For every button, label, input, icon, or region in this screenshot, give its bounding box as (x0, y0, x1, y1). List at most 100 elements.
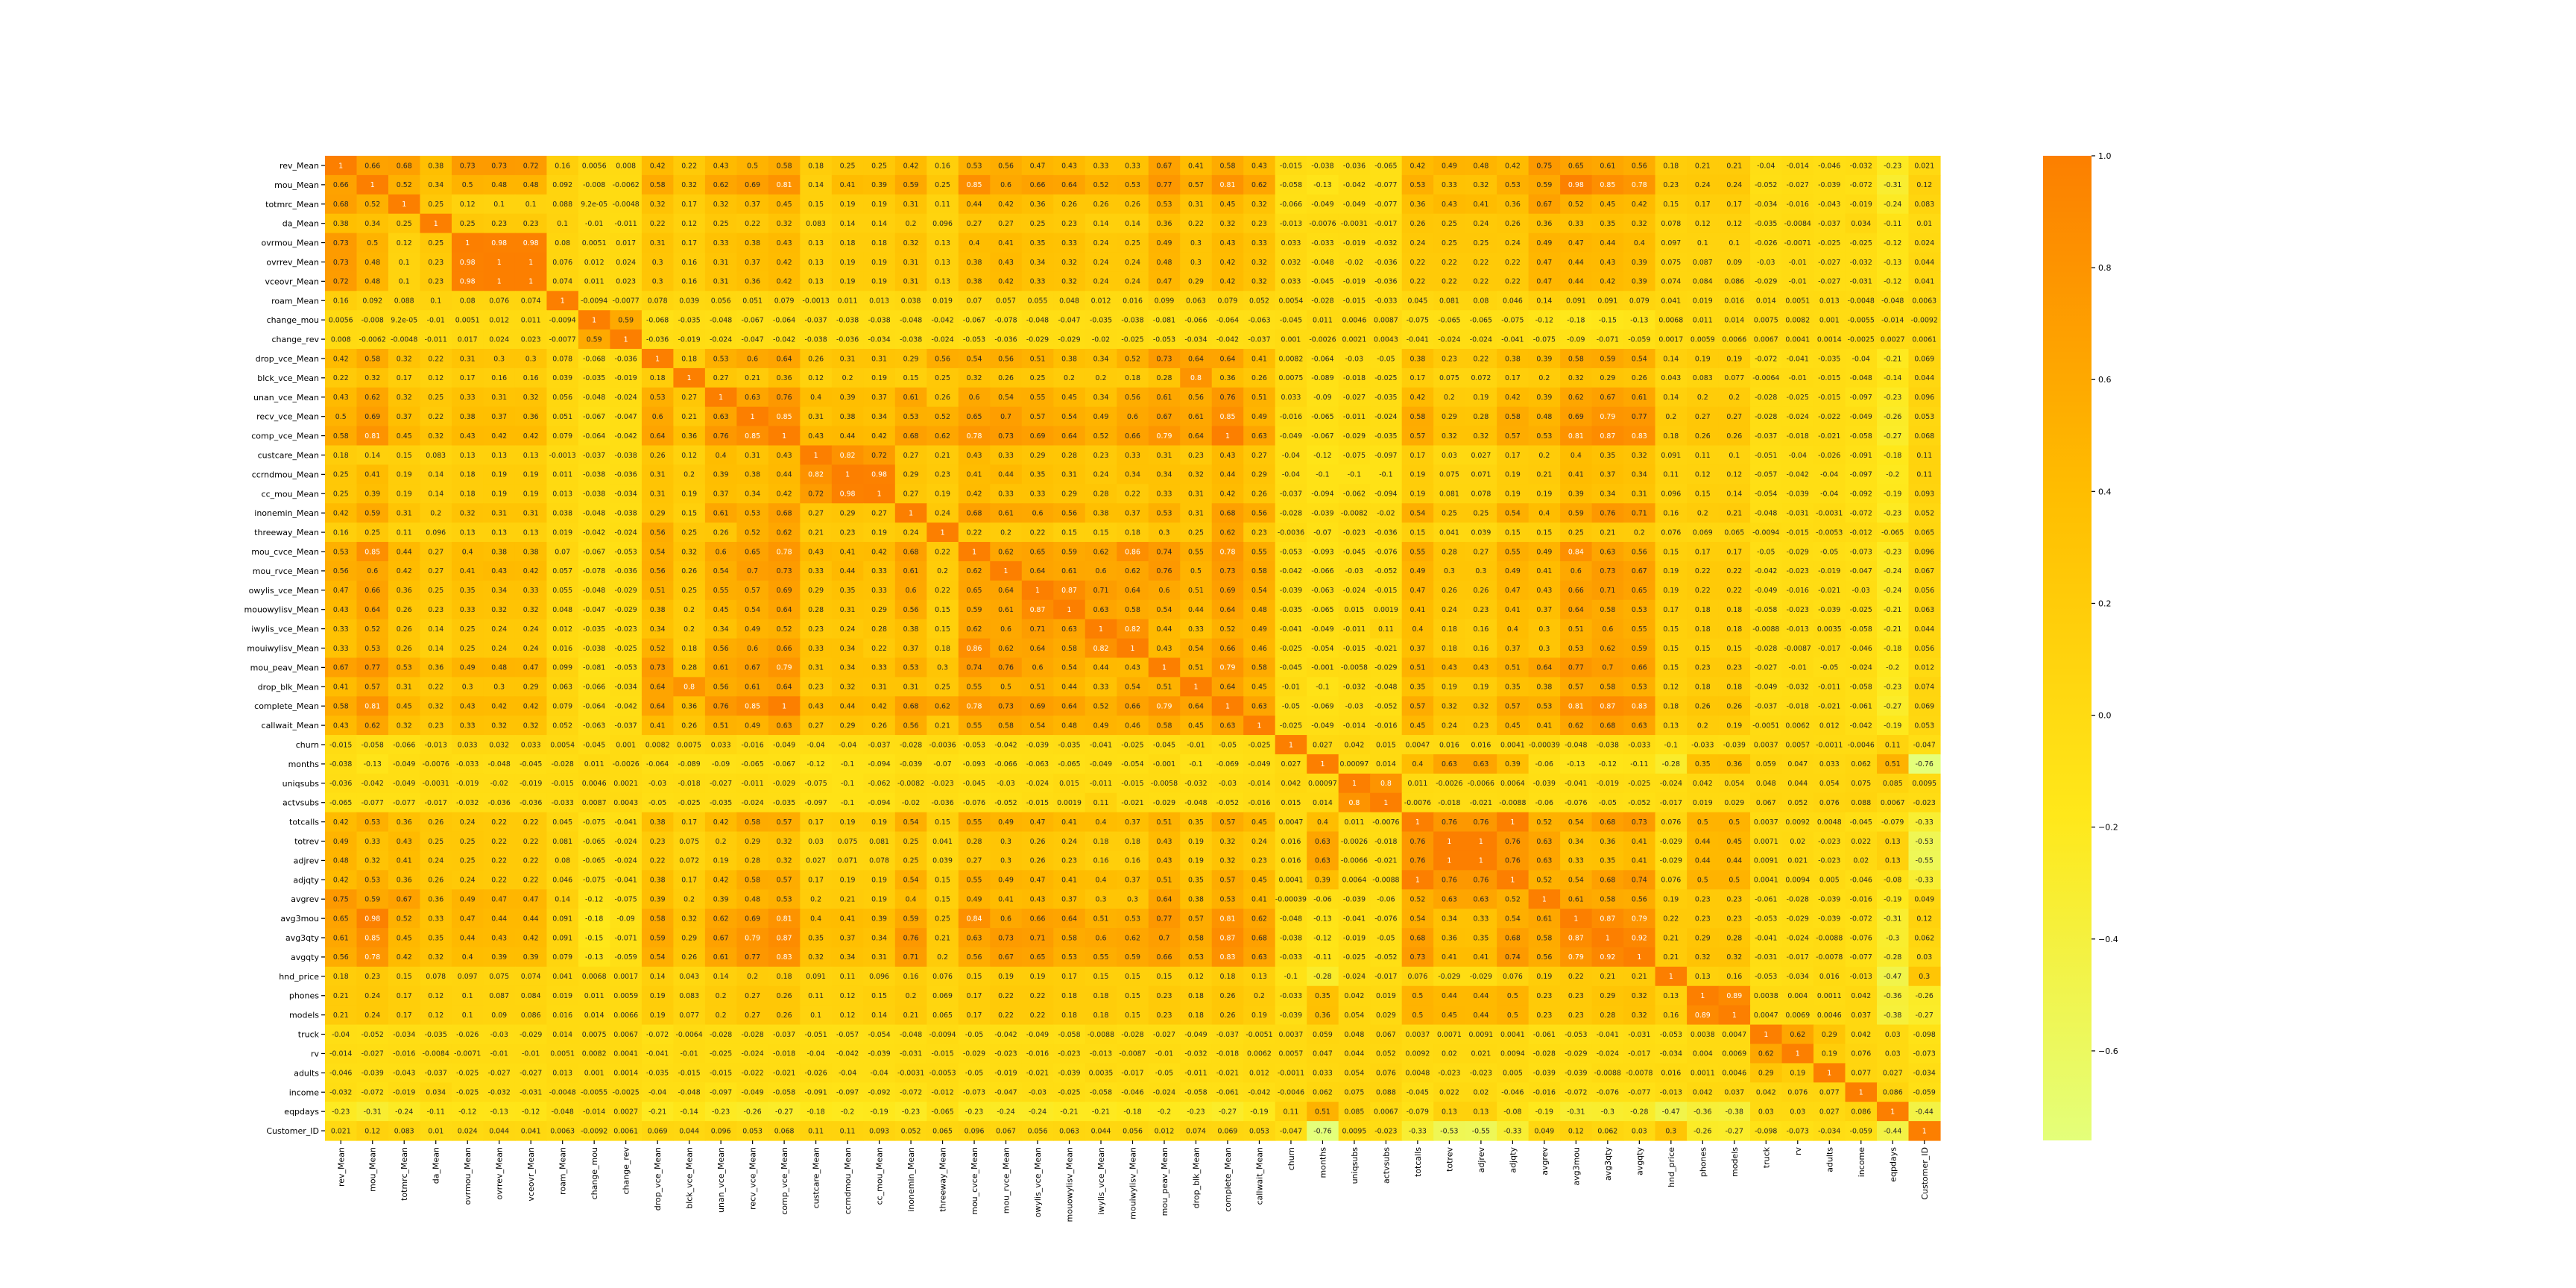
cell-value-label: 0.14 (1093, 220, 1109, 228)
cell-value-label: 0.17 (681, 201, 697, 209)
cell-value-label: 0.016 (552, 1011, 572, 1020)
cell-value-label: -0.0087 (1119, 1050, 1146, 1058)
cell-value-label: -0.1 (1316, 471, 1329, 479)
cell-value-label: 0.47 (1030, 818, 1046, 827)
cell-value-label: -0.016 (1850, 896, 1872, 904)
cell-value-label: 0.43 (460, 703, 476, 711)
cell-value-label: 0.44 (967, 201, 982, 209)
cell-value-label: -0.058 (1850, 684, 1872, 692)
cell-value-label: 0.61 (903, 394, 919, 402)
heatmap-cell (1781, 213, 1814, 234)
cell-value-label: 0.58 (1536, 934, 1552, 942)
cell-value-label: 1 (1415, 818, 1420, 827)
cell-value-label: -0.05 (1377, 934, 1395, 942)
heatmap-cell (546, 213, 579, 234)
cell-value-label: 0.3 (1000, 838, 1011, 846)
cell-value-label: 0.59 (1632, 645, 1647, 653)
cell-value-label: 0.1 (1729, 239, 1740, 247)
cell-value-label: 0.85 (967, 181, 982, 189)
heatmap-cell (546, 291, 579, 311)
cell-value-label: 0.079 (1629, 297, 1650, 306)
cell-value-label: 0.052 (1914, 509, 1934, 517)
cell-value-label: 0.78 (364, 953, 380, 962)
heatmap-cell (1591, 252, 1624, 273)
cell-value-label: -0.0053 (1816, 528, 1843, 537)
cell-value-label: 0.54 (1568, 818, 1584, 827)
cell-value-label: -0.065 (583, 857, 605, 865)
cell-value-label: 0.67 (1632, 567, 1647, 575)
cell-value-label: 0.38 (967, 278, 982, 286)
cell-value-label: 0.47 (1030, 162, 1046, 170)
cell-value-label: 0.54 (1061, 413, 1077, 421)
cell-value-label: 0.53 (903, 413, 919, 421)
cell-value-label: -0.034 (615, 684, 637, 692)
heatmap-cell (768, 194, 801, 215)
cell-value-label: 0.47 (491, 896, 507, 904)
cell-value-label: 0.25 (397, 220, 412, 228)
cell-value-label: 0.6 (1096, 567, 1107, 575)
cell-value-label: -0.0046 (1848, 741, 1875, 749)
cell-value-label: -0.032 (1184, 1050, 1207, 1058)
cell-value-label: -0.041 (1280, 625, 1302, 634)
cell-value-label: 0.041 (1914, 278, 1934, 286)
cell-value-label: 0.25 (1442, 509, 1457, 517)
cell-value-label: 0.12 (428, 374, 443, 382)
cell-value-label: 0.0051 (582, 239, 607, 247)
cell-value-label: 0.25 (871, 162, 887, 170)
cell-value-label: 0.15 (1409, 528, 1425, 537)
cell-value-label: 0.041 (1439, 528, 1459, 537)
cell-value-label: 0.032 (489, 741, 509, 749)
cell-value-label: -0.31 (1884, 181, 1901, 189)
cell-value-label: 0.61 (713, 664, 729, 672)
cell-value-label: 0.22 (333, 374, 349, 382)
cell-value-label: 0.017 (458, 335, 478, 344)
heatmap-cell (1085, 213, 1117, 234)
heatmap-cell (1021, 291, 1054, 311)
cell-value-label: 0.4 (1096, 818, 1107, 827)
cell-value-label: 0.0048 (1817, 818, 1842, 827)
heatmap-cell (1211, 156, 1244, 176)
heatmap-cell (1845, 156, 1878, 176)
cell-value-label: 0.069 (1693, 528, 1713, 537)
heatmap-cell (1750, 271, 1783, 291)
cell-value-label: -0.02 (1092, 335, 1110, 344)
cell-value-label: -0.048 (1755, 509, 1777, 517)
cell-value-label: 0.41 (1632, 857, 1647, 865)
cell-value-label: 0.19 (650, 1011, 666, 1020)
heatmap-cell (1813, 233, 1846, 253)
heatmap-cell (1623, 194, 1656, 215)
cell-value-label: 0.13 (1885, 838, 1901, 846)
cell-value-label: 1 (1004, 567, 1008, 575)
cell-value-label: 0.22 (1695, 587, 1711, 595)
cell-value-label: 0.03 (808, 838, 824, 846)
cell-value-label: 0.42 (871, 432, 887, 441)
cell-value-label: 0.43 (1536, 587, 1552, 595)
cell-value-label: 0.61 (998, 509, 1014, 517)
cell-value-label: -0.048 (1374, 684, 1397, 692)
cell-value-label: -0.038 (615, 452, 637, 460)
cell-value-label: 0.0075 (1754, 316, 1778, 324)
cell-value-label: -0.036 (1374, 528, 1397, 537)
cell-value-label: 0.63 (1442, 896, 1457, 904)
cell-value-label: -0.035 (773, 799, 795, 807)
cell-value-label: 0.19 (1726, 355, 1742, 363)
cell-value-label: 0.3 (1475, 567, 1486, 575)
cell-value-label: 0.36 (1442, 934, 1457, 942)
cell-value-label: -0.036 (931, 799, 953, 807)
cell-value-label: 0.0021 (1342, 335, 1367, 344)
cell-value-label: -0.01 (490, 1050, 508, 1058)
cell-value-label: 0.14 (364, 452, 380, 460)
cell-value-label: 0.62 (967, 625, 982, 634)
cell-value-label: 0.096 (932, 220, 953, 228)
cell-value-label: -0.038 (1280, 934, 1302, 942)
heatmap-cell (1053, 194, 1086, 215)
cell-value-label: 0.3 (1919, 973, 1930, 981)
cell-value-label: -0.063 (1248, 316, 1270, 324)
cell-value-label: 0.18 (460, 490, 476, 499)
cell-value-label: -0.097 (1850, 471, 1872, 479)
cell-value-label: 0.6 (1000, 625, 1011, 634)
cell-value-label: 0.25 (333, 471, 349, 479)
cell-value-label: 0.36 (428, 896, 443, 904)
cell-value-label: -0.1 (1379, 471, 1392, 479)
heatmap-cell (1275, 271, 1307, 291)
